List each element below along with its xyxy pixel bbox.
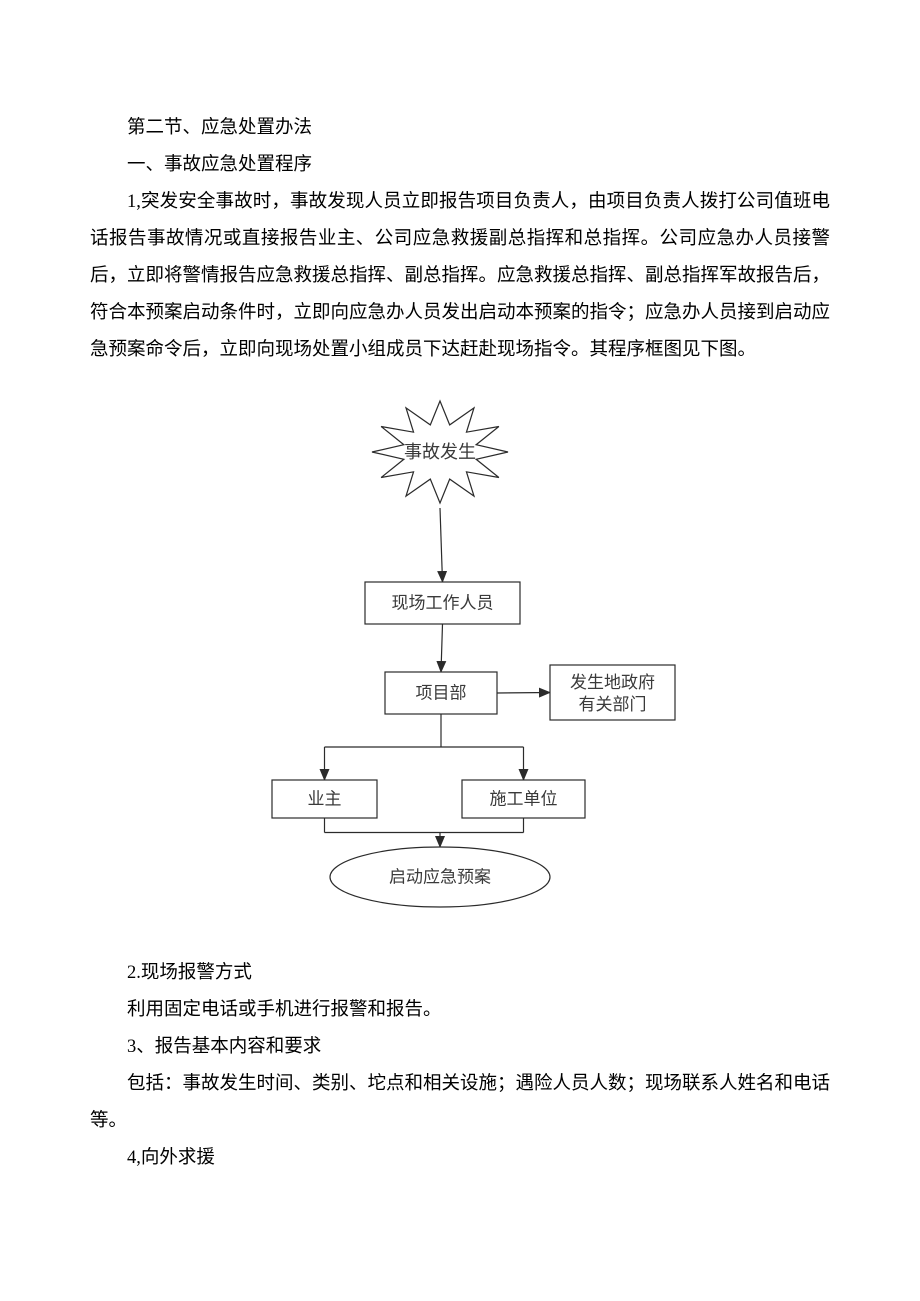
flowchart-svg: 事故发生现场工作人员项目部 发生地政府有关部门业主 施工单位启动应急预案 — [220, 387, 700, 927]
body-paragraph: 包括：事故发生时间、类别、坨点和相关设施；遇险人员人数；现场联系人姓名和电话等。 — [90, 1066, 830, 1140]
body-paragraph: 3、报告基本内容和要求 — [90, 1029, 830, 1066]
body-paragraph: 4,向外求援 — [90, 1140, 830, 1177]
flowchart-container: 事故发生现场工作人员项目部 发生地政府有关部门业主 施工单位启动应急预案 — [90, 387, 830, 927]
svg-text:事故发生: 事故发生 — [404, 442, 476, 462]
body-paragraph: 2.现场报警方式 — [90, 955, 830, 992]
subsection-heading: 一、事故应急处置程序 — [90, 147, 830, 184]
svg-text:现场工作人员: 现场工作人员 — [392, 594, 494, 613]
svg-text:有关部门: 有关部门 — [579, 695, 647, 714]
svg-text:施工单位: 施工单位 — [490, 790, 558, 809]
body-paragraph: 1,突发安全事故时，事故发现人员立即报告项目负责人，由项目负责人拨打公司值班电话… — [90, 184, 830, 369]
svg-text:项目部: 项目部 — [416, 684, 467, 703]
document-page: 第二节、应急处置办法 一、事故应急处置程序 1,突发安全事故时，事故发现人员立即… — [0, 0, 920, 1237]
body-paragraph: 利用固定电话或手机进行报警和报告。 — [90, 992, 830, 1029]
svg-text:发生地政府: 发生地政府 — [570, 673, 655, 692]
section-heading: 第二节、应急处置办法 — [90, 110, 830, 147]
svg-text:业主: 业主 — [308, 790, 342, 809]
svg-text:启动应急预案: 启动应急预案 — [389, 868, 491, 887]
